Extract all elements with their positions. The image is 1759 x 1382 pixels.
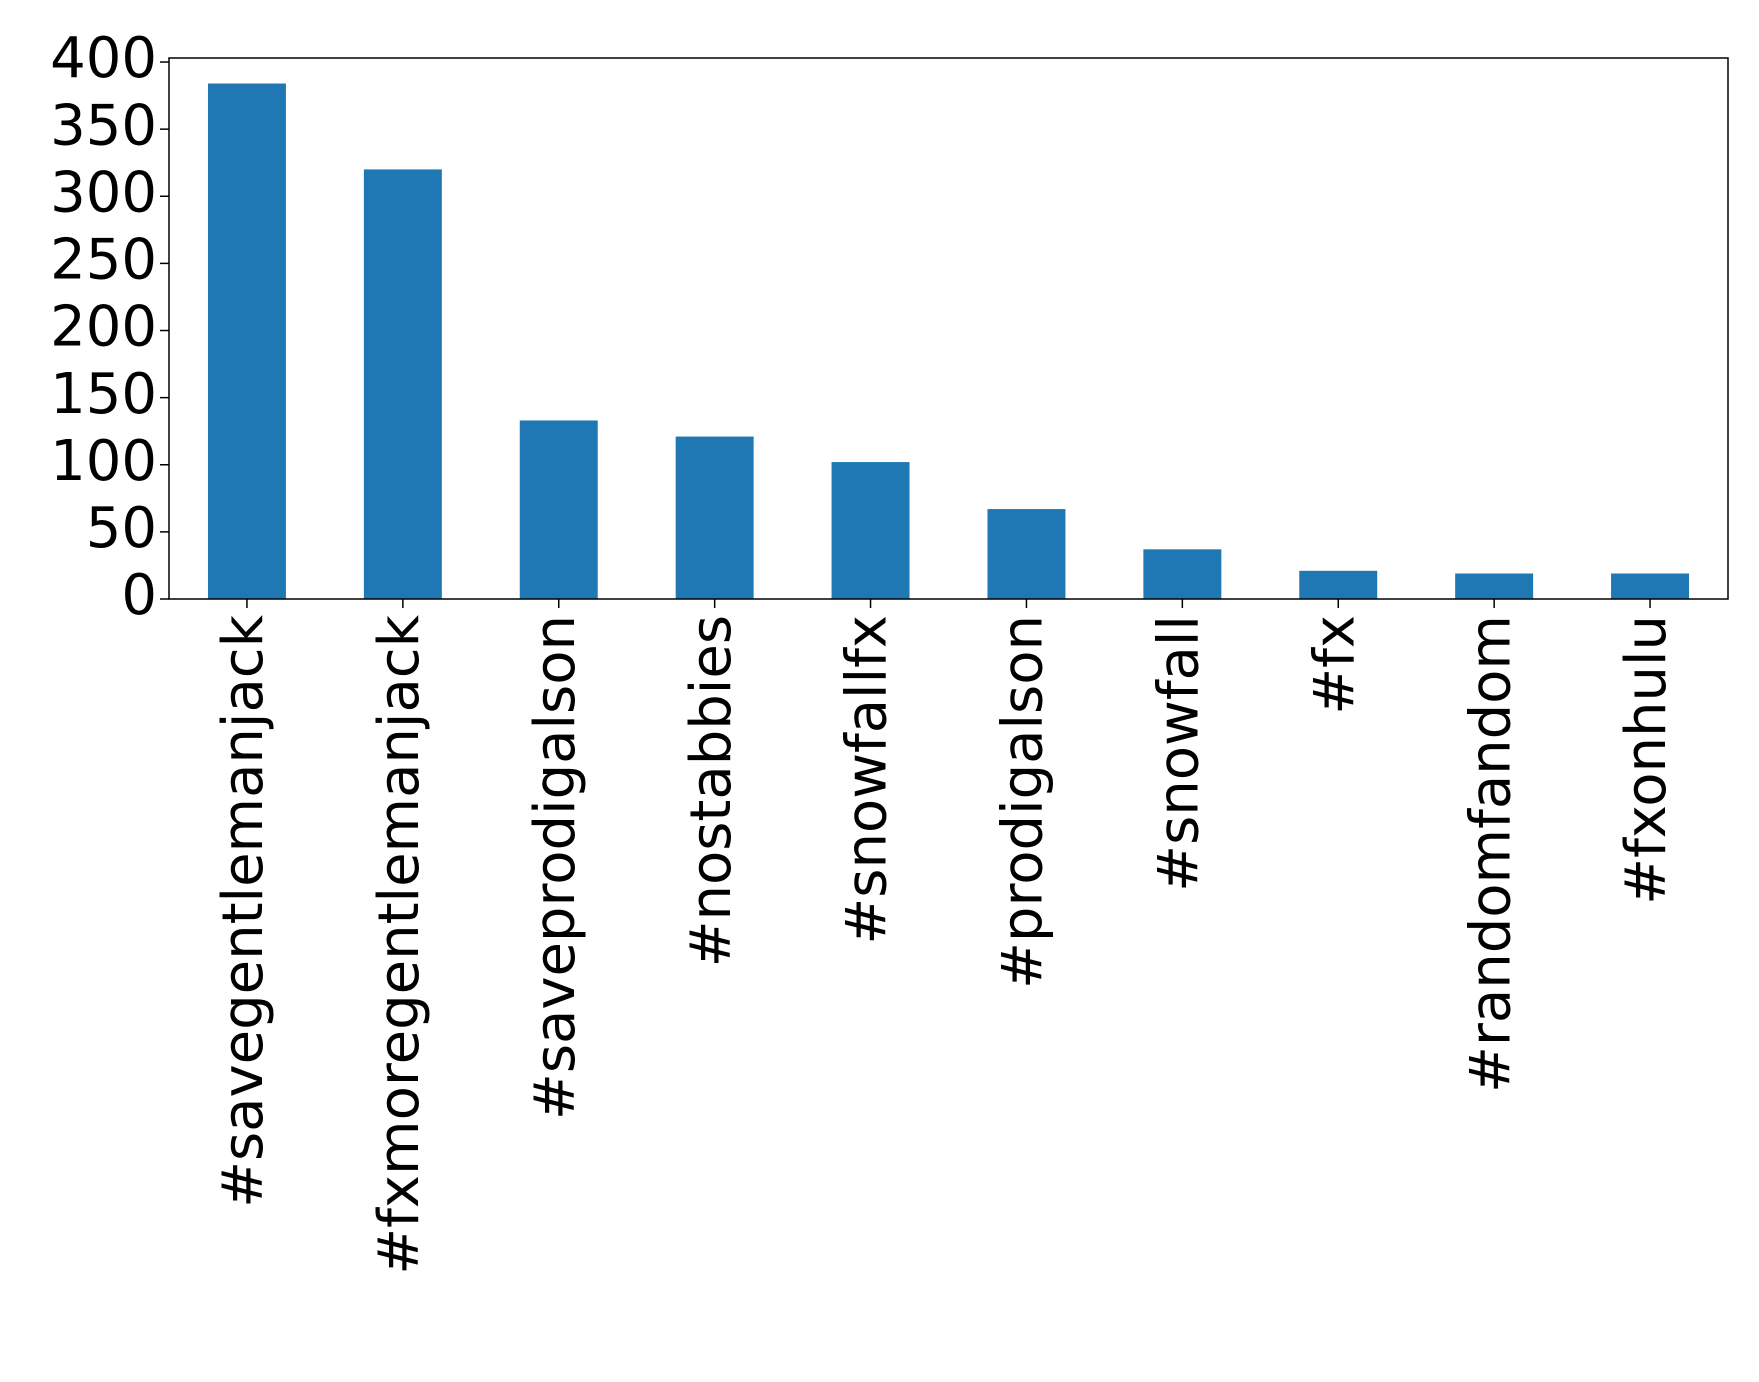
bar	[1299, 570, 1378, 599]
x-tick-label: #savegentlemanjack	[211, 614, 276, 1207]
y-tick-label: 400	[50, 26, 157, 91]
x-tick-label: #fx	[1302, 615, 1367, 715]
y-tick-label: 150	[50, 362, 157, 427]
x-tick-label: #randomfandom	[1458, 615, 1523, 1093]
x-tick-label: #snowfall	[1146, 615, 1211, 892]
bar	[363, 169, 442, 600]
y-tick-label: 200	[50, 295, 157, 360]
x-tick-label: #fxonhulu	[1614, 615, 1679, 905]
y-tick-label: 300	[50, 160, 157, 225]
y-tick-label: 350	[50, 93, 157, 158]
bar	[987, 509, 1066, 599]
bar	[1611, 573, 1690, 599]
x-tick-label: #prodigalson	[991, 615, 1056, 989]
x-tick-label: #snowfallfx	[835, 615, 900, 945]
bar	[1455, 573, 1534, 599]
bar	[831, 462, 910, 599]
y-tick-label: 50	[86, 496, 157, 561]
x-tick-label: #nostabbies	[679, 615, 744, 967]
x-tick-label: #fxmoregentlemanjack	[367, 614, 432, 1274]
y-tick-label: 250	[50, 228, 157, 293]
bar	[207, 83, 286, 599]
y-tick-label: 100	[50, 429, 157, 494]
bar	[675, 436, 754, 599]
y-tick-label: 0	[121, 563, 157, 628]
plot-frame	[168, 57, 1729, 600]
x-tick-label: #saveprodigalson	[523, 615, 588, 1120]
bar	[1143, 549, 1222, 599]
bar	[519, 420, 598, 599]
